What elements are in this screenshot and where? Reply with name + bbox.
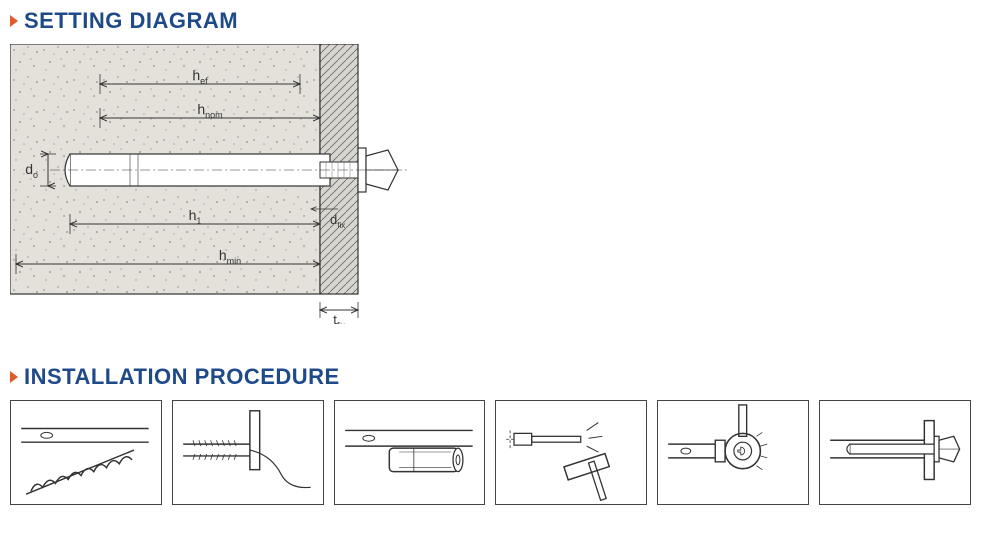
- section-title-install: INSTALLATION PROCEDURE: [10, 364, 971, 390]
- triangle-icon: [10, 15, 18, 27]
- svg-text:tfix: tfix: [333, 312, 345, 324]
- step-insert: [334, 400, 486, 505]
- section-title-setting: SETTING DIAGRAM: [10, 8, 971, 34]
- setting-diagram: hef hnom h1 hmin do dfix tfix: [10, 44, 425, 324]
- step-clean: [172, 400, 324, 505]
- step-tighten: [657, 400, 809, 505]
- step-hammer: [495, 400, 647, 505]
- step-final: [819, 400, 971, 505]
- install-heading: INSTALLATION PROCEDURE: [24, 364, 340, 390]
- step-drill: [10, 400, 162, 505]
- triangle-icon: [10, 371, 18, 383]
- setting-heading: SETTING DIAGRAM: [24, 8, 238, 34]
- procedure-row: [10, 400, 971, 505]
